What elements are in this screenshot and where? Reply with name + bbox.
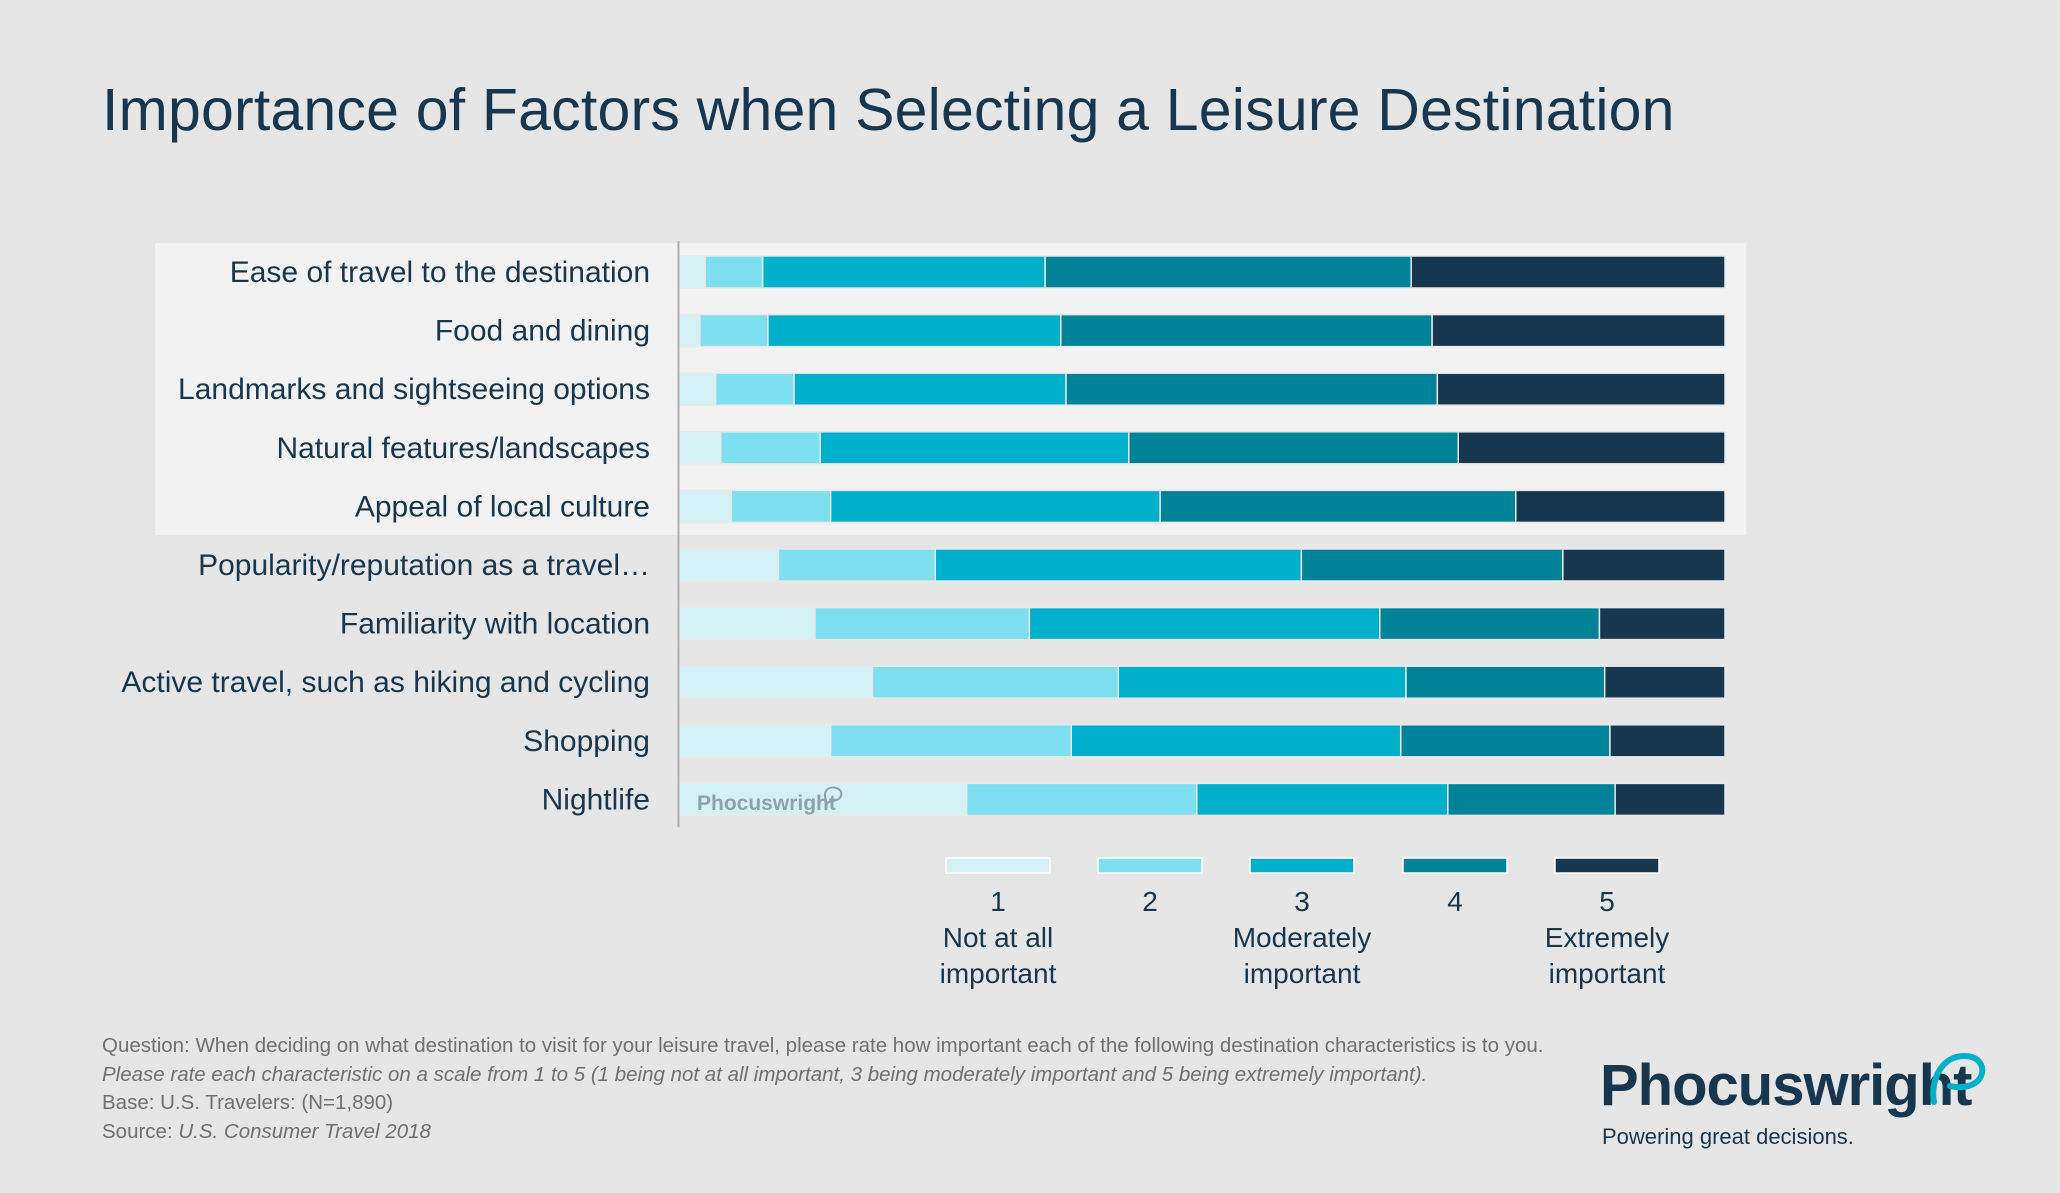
legend-swatch-4 xyxy=(1402,857,1508,874)
legend-number-2: 2 xyxy=(1142,886,1158,917)
bar-segment-shopping-rating-5 xyxy=(1609,724,1726,758)
legend-swatch-1 xyxy=(945,857,1051,874)
category-label-shopping: Shopping xyxy=(523,725,650,758)
bar-segment-natural-features-landscapes-rating-4 xyxy=(1128,431,1460,465)
bar-segment-familiarity-with-location-rating-1 xyxy=(678,606,816,641)
brand-hook-icon xyxy=(1930,1052,1986,1105)
footnote-source-prefix: Source: xyxy=(102,1119,173,1143)
footnotes: Question: When deciding on what destinat… xyxy=(102,1032,1543,1146)
legend-number-4: 4 xyxy=(1447,886,1463,917)
legend-description-3-line-1: Moderately xyxy=(1233,922,1372,953)
bar-segment-familiarity-with-location-rating-4 xyxy=(1379,606,1601,641)
bar-segment-shopping-rating-4 xyxy=(1399,724,1611,758)
bar-segment-familiarity-with-location-rating-2 xyxy=(814,606,1031,641)
bar-segment-familiarity-with-location-rating-5 xyxy=(1598,606,1726,641)
bar-segment-active-travel-such-as-hiking-and-cycling-rating-3 xyxy=(1117,665,1407,699)
bar-segment-nightlife-rating-3 xyxy=(1196,782,1449,817)
bar-segment-landmarks-and-sightseeing-options-rating-5 xyxy=(1436,372,1726,406)
bar-segment-active-travel-such-as-hiking-and-cycling-rating-1 xyxy=(678,665,874,699)
bar-segment-food-and-dining-rating-4 xyxy=(1060,313,1433,348)
category-label-appeal-of-local-culture: Appeal of local culture xyxy=(355,490,650,523)
bar-segment-natural-features-landscapes-rating-1 xyxy=(678,431,722,465)
bar-segment-appeal-of-local-culture-rating-2 xyxy=(730,489,832,524)
brand-logo: Phocuswright Powering great decisions. xyxy=(1600,1052,1986,1162)
legend-description-1-line-2: important xyxy=(940,958,1057,989)
bar-segment-natural-features-landscapes-rating-3 xyxy=(819,431,1130,465)
legend-swatch-2 xyxy=(1097,857,1203,874)
category-labels: Ease of travel to the destination Food an… xyxy=(121,256,650,816)
bar-segment-ease-of-travel-to-the-destination-rating-3 xyxy=(761,255,1046,289)
bar-segment-ease-of-travel-to-the-destination-rating-4 xyxy=(1044,255,1412,289)
bar-segment-nightlife-rating-2 xyxy=(965,782,1198,817)
footnote-source-title: U.S. Consumer Travel 2018 xyxy=(178,1119,431,1143)
category-label-popularity-reputation-as-a-travel: Popularity/reputation as a travel… xyxy=(198,549,650,582)
bar-segment-active-travel-such-as-hiking-and-cycling-rating-4 xyxy=(1405,665,1606,699)
legend-description-1-line-1: Not at all xyxy=(943,922,1054,953)
footnote-source: Source: U.S. Consumer Travel 2018 xyxy=(102,1118,1543,1147)
bar-segment-nightlife-rating-4 xyxy=(1447,782,1616,817)
bar-segment-shopping-rating-3 xyxy=(1070,724,1402,758)
bar-segment-appeal-of-local-culture-rating-1 xyxy=(678,489,733,524)
category-label-nightlife: Nightlife xyxy=(542,783,650,816)
category-label-natural-features-landscapes: Natural features/landscapes xyxy=(276,432,650,465)
legend-description-3-line-2: important xyxy=(1244,958,1361,989)
category-label-familiarity-with-location: Familiarity with location xyxy=(340,608,650,641)
bar-segment-food-and-dining-rating-2 xyxy=(699,313,769,348)
bar-segment-natural-features-landscapes-rating-5 xyxy=(1457,431,1726,465)
bar-segment-popularity-reputation-as-a-travel-rating-2 xyxy=(777,548,937,582)
bar-segment-popularity-reputation-as-a-travel-rating-3 xyxy=(934,548,1303,582)
watermark-hook-icon xyxy=(824,786,843,807)
legend-swatch-3 xyxy=(1249,857,1355,874)
bar-segment-popularity-reputation-as-a-travel-rating-5 xyxy=(1562,548,1726,582)
legend-swatch-5 xyxy=(1554,857,1660,874)
bar-segment-familiarity-with-location-rating-3 xyxy=(1028,606,1381,641)
footnote-base: Base: U.S. Travelers: (N=1,890) xyxy=(102,1091,394,1114)
legend-number-3: 3 xyxy=(1294,886,1310,917)
bar-segment-nightlife-rating-5 xyxy=(1614,782,1726,817)
bar-segment-appeal-of-local-culture-rating-4 xyxy=(1159,489,1517,524)
bar-segment-popularity-reputation-as-a-travel-rating-4 xyxy=(1300,548,1564,582)
bar-segment-food-and-dining-rating-3 xyxy=(767,313,1062,348)
bar-segment-landmarks-and-sightseeing-options-rating-2 xyxy=(714,372,795,406)
page-title: Importance of Factors when Selecting a L… xyxy=(102,77,1675,143)
bars-layer xyxy=(678,255,1726,817)
bar-segment-nightlife-rating-1 xyxy=(678,782,968,817)
footnote-question: Question: When deciding on what destinat… xyxy=(102,1034,1544,1057)
brand-name: Phocuswright xyxy=(1600,1053,1972,1118)
bar-segment-landmarks-and-sightseeing-options-rating-3 xyxy=(793,372,1067,406)
legend-number-5: 5 xyxy=(1599,886,1615,917)
legend-description-5-line-1: Extremely xyxy=(1545,922,1669,953)
bar-segment-shopping-rating-2 xyxy=(829,724,1072,758)
legend: 1 Not at all important 2 3 Moderately importan… xyxy=(940,857,1669,989)
bar-segment-ease-of-travel-to-the-destination-rating-5 xyxy=(1410,255,1726,289)
bar-segment-landmarks-and-sightseeing-options-rating-4 xyxy=(1065,372,1439,406)
bar-segment-shopping-rating-1 xyxy=(678,724,832,758)
category-label-food-and-dining: Food and dining xyxy=(435,315,650,348)
legend-description-5-line-2: important xyxy=(1549,958,1666,989)
footnote-instruction: Please rate each characteristic on a sca… xyxy=(102,1062,1428,1086)
bar-segment-active-travel-such-as-hiking-and-cycling-rating-2 xyxy=(871,665,1120,699)
category-label-active-travel-such-as-hiking-and-cycling: Active travel, such as hiking and cyclin… xyxy=(121,666,650,699)
bar-segment-ease-of-travel-to-the-destination-rating-1 xyxy=(678,255,706,289)
bar-segment-food-and-dining-rating-1 xyxy=(678,313,701,348)
watermark-text: Phocuswright xyxy=(697,792,836,815)
bar-segment-popularity-reputation-as-a-travel-rating-1 xyxy=(678,548,780,582)
category-label-ease-of-travel-to-the-destination: Ease of travel to the destination xyxy=(230,256,650,289)
brand-tagline: Powering great decisions. xyxy=(1602,1124,1854,1149)
bar-segment-landmarks-and-sightseeing-options-rating-1 xyxy=(678,372,717,406)
bar-segment-active-travel-such-as-hiking-and-cycling-rating-5 xyxy=(1603,665,1726,699)
category-label-landmarks-and-sightseeing-options: Landmarks and sightseeing options xyxy=(178,373,650,406)
bar-segment-ease-of-travel-to-the-destination-rating-2 xyxy=(704,255,764,289)
bar-segment-appeal-of-local-culture-rating-3 xyxy=(829,489,1161,524)
bar-segment-food-and-dining-rating-5 xyxy=(1431,313,1726,348)
bar-segment-natural-features-landscapes-rating-2 xyxy=(720,431,821,465)
bar-segment-appeal-of-local-culture-rating-5 xyxy=(1515,489,1726,524)
legend-number-1: 1 xyxy=(990,886,1006,917)
